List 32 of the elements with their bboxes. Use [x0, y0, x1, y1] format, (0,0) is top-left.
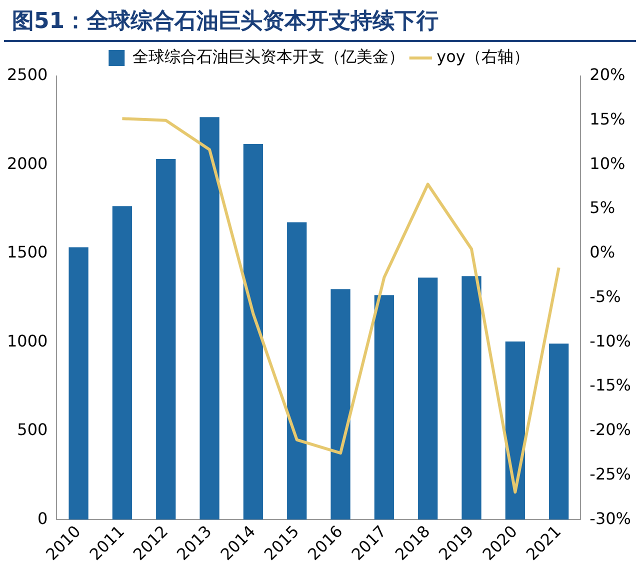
y2-tick-label: 0% [590, 242, 616, 262]
y-tick-label: 1000 [7, 331, 48, 350]
bar [505, 341, 525, 520]
y2-tick-label: 20% [590, 65, 626, 84]
y2-tick-label: -30% [590, 508, 632, 528]
bar [243, 144, 264, 520]
bar [330, 289, 350, 520]
legend-label: 全球综合石油巨头资本开支（亿美金） [132, 47, 405, 66]
y2-tick-label: -20% [590, 420, 632, 440]
y2-tick-label: 5% [590, 198, 616, 218]
y-tick-label: 0 [38, 508, 48, 528]
y2-tick-label: 15% [590, 110, 626, 129]
bar [112, 206, 132, 520]
bar [462, 276, 482, 520]
bar [200, 117, 220, 520]
bar [156, 159, 176, 520]
y2-tick-label: -25% [590, 464, 632, 484]
bar [549, 344, 569, 520]
y-tick-label: 2000 [7, 154, 48, 173]
y-tick-label: 2500 [7, 65, 48, 84]
y-tick-label: 1500 [7, 242, 48, 262]
bar [287, 222, 307, 520]
chart-title: 图51：全球综合石油巨头资本开支持续下行 [4, 0, 636, 42]
legend-label: yoy（右轴） [436, 47, 530, 66]
y2-tick-label: -15% [590, 376, 632, 395]
y2-tick-label: -10% [590, 331, 632, 350]
bar [418, 278, 438, 520]
y-tick-label: 500 [17, 420, 48, 440]
bar [374, 295, 394, 520]
y2-tick-label: 10% [590, 154, 626, 173]
y2-tick-label: -5% [590, 286, 621, 306]
bar [68, 247, 88, 520]
